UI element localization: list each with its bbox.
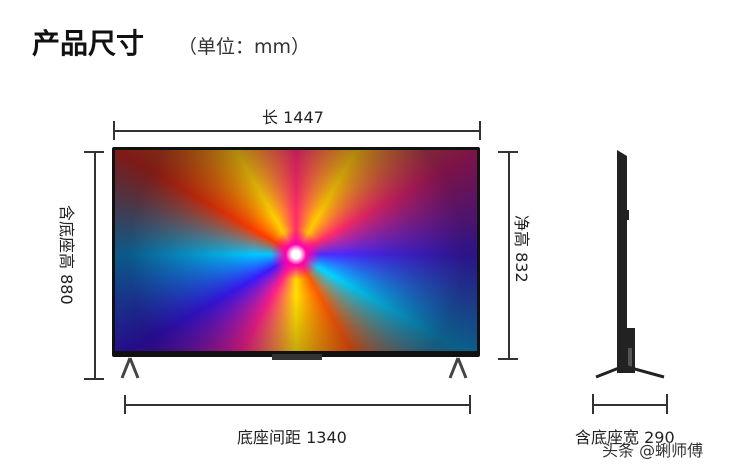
net-height-line <box>508 151 510 359</box>
length-dimension-line <box>113 130 480 132</box>
tick <box>592 394 594 414</box>
tick <box>498 151 518 153</box>
watermark: 头条 @蜊师傅 <box>602 441 704 460</box>
base-spacing-line <box>124 404 470 406</box>
depth-label: 含底座宽 290 <box>575 428 675 447</box>
height-with-base-label: 含底座高 880 <box>57 205 76 305</box>
depth-line <box>592 404 667 406</box>
height-with-base-line <box>94 151 96 379</box>
tick <box>479 121 481 140</box>
length-label: 长 1447 <box>262 108 324 127</box>
tv-front-image <box>112 147 480 357</box>
unit-label: （单位：mm） <box>178 36 311 58</box>
tick <box>666 394 668 414</box>
tick <box>469 395 471 414</box>
tv-side-image <box>595 150 665 379</box>
tv-logo-bar <box>272 354 322 360</box>
tick <box>84 378 104 380</box>
tv-screen <box>115 150 477 351</box>
page-title: 产品尺寸 <box>32 27 145 60</box>
tick <box>124 395 126 414</box>
tick <box>113 121 115 140</box>
base-spacing-label: 底座间距 1340 <box>237 428 347 447</box>
net-height-label: 净高 832 <box>512 215 531 283</box>
tick <box>498 358 518 360</box>
tick <box>84 151 104 153</box>
tv-stands <box>120 357 468 379</box>
